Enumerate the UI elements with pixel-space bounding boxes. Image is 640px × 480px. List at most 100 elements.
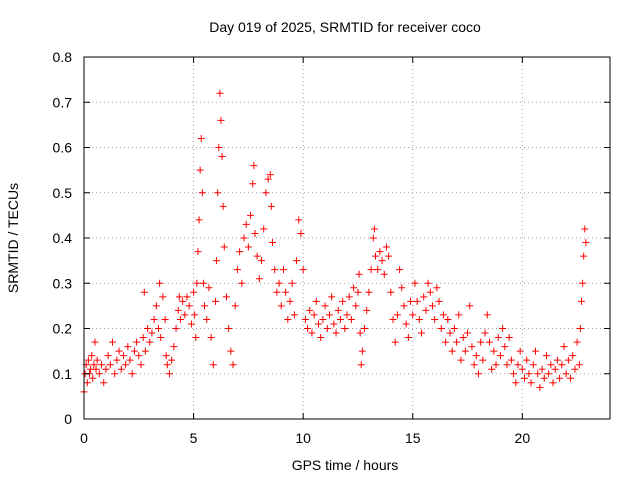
data-point — [258, 257, 266, 265]
data-point — [157, 334, 165, 342]
data-point — [442, 338, 450, 346]
data-point — [470, 361, 478, 369]
data-point — [503, 361, 511, 369]
data-point — [250, 162, 258, 170]
data-point — [207, 334, 215, 342]
data-point — [499, 325, 507, 332]
data-point — [199, 279, 207, 287]
data-point — [494, 334, 502, 342]
data-point — [249, 180, 257, 188]
data-point — [355, 270, 363, 278]
x-tick-label: 15 — [405, 430, 421, 446]
data-point — [170, 343, 178, 351]
data-point — [479, 356, 487, 364]
data-point — [363, 306, 371, 314]
y-tick-label: 0.1 — [53, 366, 73, 382]
data-point — [198, 189, 206, 197]
data-point — [439, 311, 447, 319]
data-point — [135, 352, 143, 360]
data-point — [516, 347, 524, 355]
data-point — [317, 334, 325, 342]
data-point — [393, 311, 401, 319]
data-point — [352, 302, 360, 310]
data-point — [267, 202, 275, 210]
data-point — [444, 315, 452, 323]
data-point — [163, 361, 171, 369]
data-point — [277, 302, 285, 310]
data-point — [175, 293, 183, 301]
data-point — [529, 361, 537, 369]
data-point — [358, 347, 366, 355]
data-point — [229, 361, 237, 369]
data-point — [371, 252, 379, 260]
data-point — [242, 220, 250, 228]
data-point — [219, 202, 227, 210]
data-point — [459, 334, 467, 342]
data-point — [133, 338, 141, 346]
data-point — [370, 225, 378, 233]
x-axis-label: GPS time / hours — [292, 457, 399, 473]
data-point — [582, 239, 590, 247]
data-point — [464, 329, 472, 337]
data-point — [549, 379, 557, 387]
data-point — [475, 370, 482, 378]
data-point — [218, 153, 226, 161]
data-point — [295, 216, 303, 224]
data-point — [579, 279, 587, 287]
data-point — [466, 302, 474, 310]
y-tick-label: 0.3 — [53, 275, 73, 291]
data-point — [181, 311, 189, 319]
data-point — [411, 279, 419, 287]
data-point — [518, 365, 526, 373]
x-tick-label: 20 — [515, 430, 531, 446]
data-point — [435, 297, 443, 305]
data-point — [488, 365, 496, 373]
data-point — [117, 365, 125, 373]
data-point — [213, 257, 221, 265]
data-point — [231, 302, 239, 310]
data-point — [162, 352, 170, 360]
data-point — [576, 325, 584, 332]
data-point — [433, 284, 441, 292]
data-point — [437, 325, 445, 332]
data-point — [323, 325, 331, 332]
data-point — [190, 288, 198, 296]
data-point — [95, 370, 103, 378]
data-point — [496, 352, 504, 360]
data-point — [562, 370, 570, 378]
data-point — [481, 329, 489, 337]
y-tick-label: 0.4 — [53, 230, 73, 246]
data-point — [128, 370, 136, 378]
data-point — [271, 266, 279, 274]
data-point — [418, 329, 426, 337]
data-point — [84, 356, 92, 364]
data-point — [542, 352, 550, 360]
data-point — [90, 361, 98, 369]
data-point — [367, 266, 375, 274]
data-point — [150, 315, 158, 323]
data-point — [332, 329, 340, 337]
data-point — [339, 297, 347, 305]
data-point — [297, 229, 305, 237]
data-point — [382, 243, 390, 251]
data-point — [215, 144, 223, 151]
data-point — [185, 302, 193, 310]
data-point — [341, 325, 349, 332]
data-point — [122, 361, 130, 369]
data-point — [547, 361, 555, 369]
data-point — [93, 356, 101, 364]
data-point — [564, 356, 572, 364]
data-point — [448, 347, 456, 355]
data-point — [545, 370, 553, 378]
y-tick-label: 0 — [64, 411, 72, 427]
data-point — [369, 234, 377, 242]
data-point — [100, 379, 108, 387]
data-point — [512, 379, 520, 387]
data-point — [446, 329, 454, 337]
data-point — [233, 266, 241, 274]
data-point — [398, 284, 406, 292]
data-point — [146, 338, 154, 346]
data-point — [91, 338, 99, 346]
data-point — [422, 306, 430, 314]
data-point — [124, 343, 132, 351]
